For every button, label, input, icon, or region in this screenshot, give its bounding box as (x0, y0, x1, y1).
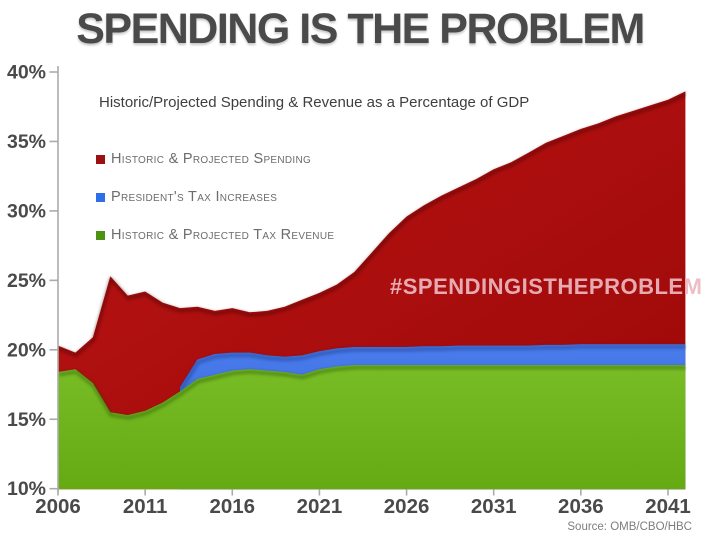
x-axis-label: 2016 (209, 495, 255, 518)
legend-item-tax-increases: President's Tax Increases (96, 189, 334, 205)
y-axis-label: 40% (7, 62, 46, 84)
x-axis-label: 2011 (123, 495, 167, 518)
y-axis-label: 10% (7, 478, 46, 500)
source-note: Source: OMB/CBO/HBC (567, 521, 692, 533)
x-axis-label: 2036 (558, 495, 604, 518)
chart-tick-labels: 10% 15% 20% 25% 30% 35% 40% 2006 2011 2016 2021 202… (7, 62, 691, 519)
revenue-edge-shadow (58, 366, 687, 420)
revenue-swatch-icon (96, 230, 105, 240)
x-axis-label: 2041 (645, 495, 691, 518)
legend-item-spending: Historic & Projected Spending (96, 151, 334, 167)
legend-label-tax-increases: President's Tax Increases (111, 189, 278, 205)
legend-item-revenue: Historic & Projected Tax Revenue (96, 227, 334, 243)
y-axis-label: 25% (7, 270, 46, 292)
chart-areas (58, 91, 687, 490)
tax-increases-swatch-icon (96, 192, 105, 202)
legend: Historic & Projected Spending President'… (96, 151, 334, 265)
x-axis-label: 2026 (384, 495, 430, 518)
revenue-area (58, 365, 686, 490)
y-axis-label: 20% (7, 339, 46, 361)
spending-swatch-icon (96, 154, 105, 164)
y-axis-label: 35% (7, 131, 46, 153)
chart-subtitle: Historic/Projected Spending & Revenue as… (99, 94, 530, 111)
x-axis-label: 2031 (471, 495, 517, 518)
x-axis-label: 2021 (297, 495, 343, 518)
page-title: SPENDING IS THE PROBLEM (76, 5, 645, 53)
x-axis-label: 2006 (35, 495, 81, 518)
y-axis-label: 30% (7, 200, 46, 222)
legend-label-spending: Historic & Projected Spending (111, 151, 312, 167)
legend-label-revenue: Historic & Projected Tax Revenue (111, 227, 335, 243)
y-axis-label: 15% (7, 409, 46, 431)
tax-increases-edge-shadow (179, 345, 687, 391)
hashtag-watermark: #SPENDINGISTHEPROBLEM (390, 274, 703, 299)
chart-axes (49, 66, 669, 496)
spending-edge-shadow (58, 92, 687, 357)
